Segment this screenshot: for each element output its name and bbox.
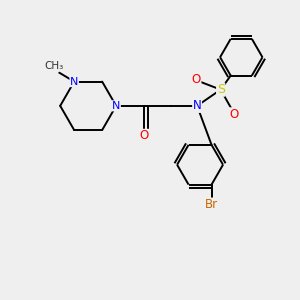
Text: S: S xyxy=(217,83,225,96)
Text: N: N xyxy=(70,76,78,87)
Text: O: O xyxy=(192,73,201,86)
Text: O: O xyxy=(140,129,149,142)
Text: O: O xyxy=(229,108,239,121)
Text: CH₃: CH₃ xyxy=(45,61,64,71)
Text: N: N xyxy=(112,101,120,111)
Text: Br: Br xyxy=(205,198,218,211)
Text: N: N xyxy=(193,99,202,112)
